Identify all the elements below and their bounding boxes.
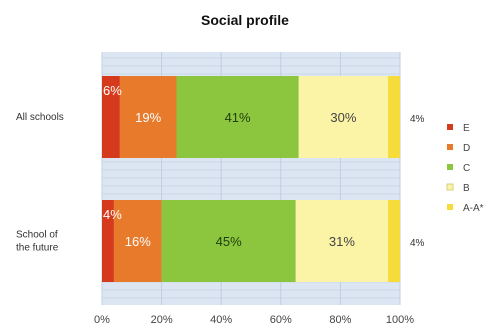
- bar-segment-aa-2: [388, 200, 400, 282]
- x-tick-label: 20%: [151, 314, 173, 326]
- bar-segment-b-2: [295, 200, 389, 282]
- x-tick-label: 100%: [386, 314, 414, 326]
- data-label: 4%: [410, 114, 425, 125]
- legend-swatch: [447, 124, 453, 130]
- data-label: 4%: [103, 207, 122, 222]
- data-label: 6%: [103, 83, 122, 98]
- legend-label: B: [463, 183, 470, 194]
- bar-segment-b-1: [298, 76, 389, 158]
- category-label: the future: [16, 243, 59, 254]
- category-label: School of: [16, 230, 58, 241]
- data-label: 31%: [329, 234, 355, 249]
- bar-segment-c-1: [176, 76, 299, 158]
- legend-label: C: [463, 163, 470, 174]
- bar-segment-aa-1: [388, 76, 400, 158]
- legend-swatch: [446, 183, 454, 191]
- data-label: 4%: [410, 238, 425, 249]
- x-tick-label: 60%: [270, 314, 292, 326]
- legend-label: A-A*: [463, 203, 484, 214]
- x-tick-label: 80%: [329, 314, 351, 326]
- category-label: All schools: [16, 112, 64, 123]
- legend-swatch: [447, 204, 453, 210]
- legend-swatch: [447, 164, 453, 170]
- bar-segment-c-2: [161, 200, 296, 282]
- data-label: 30%: [330, 110, 356, 125]
- legend-label: D: [463, 143, 470, 154]
- bar-segment-e-1: [102, 76, 120, 158]
- data-label: 19%: [135, 110, 161, 125]
- data-label: 41%: [225, 110, 251, 125]
- x-tick-label: 40%: [210, 314, 232, 326]
- data-label: 16%: [125, 234, 151, 249]
- x-tick-label: 0%: [94, 314, 110, 326]
- bar-segment-e-2: [102, 200, 114, 282]
- legend-label: E: [463, 123, 470, 134]
- bar-segment-d-1: [119, 76, 177, 158]
- data-label: 45%: [216, 234, 242, 249]
- legend-swatch: [447, 144, 453, 150]
- bar-segment-d-2: [113, 200, 162, 282]
- chart-title: Social profile: [201, 12, 289, 28]
